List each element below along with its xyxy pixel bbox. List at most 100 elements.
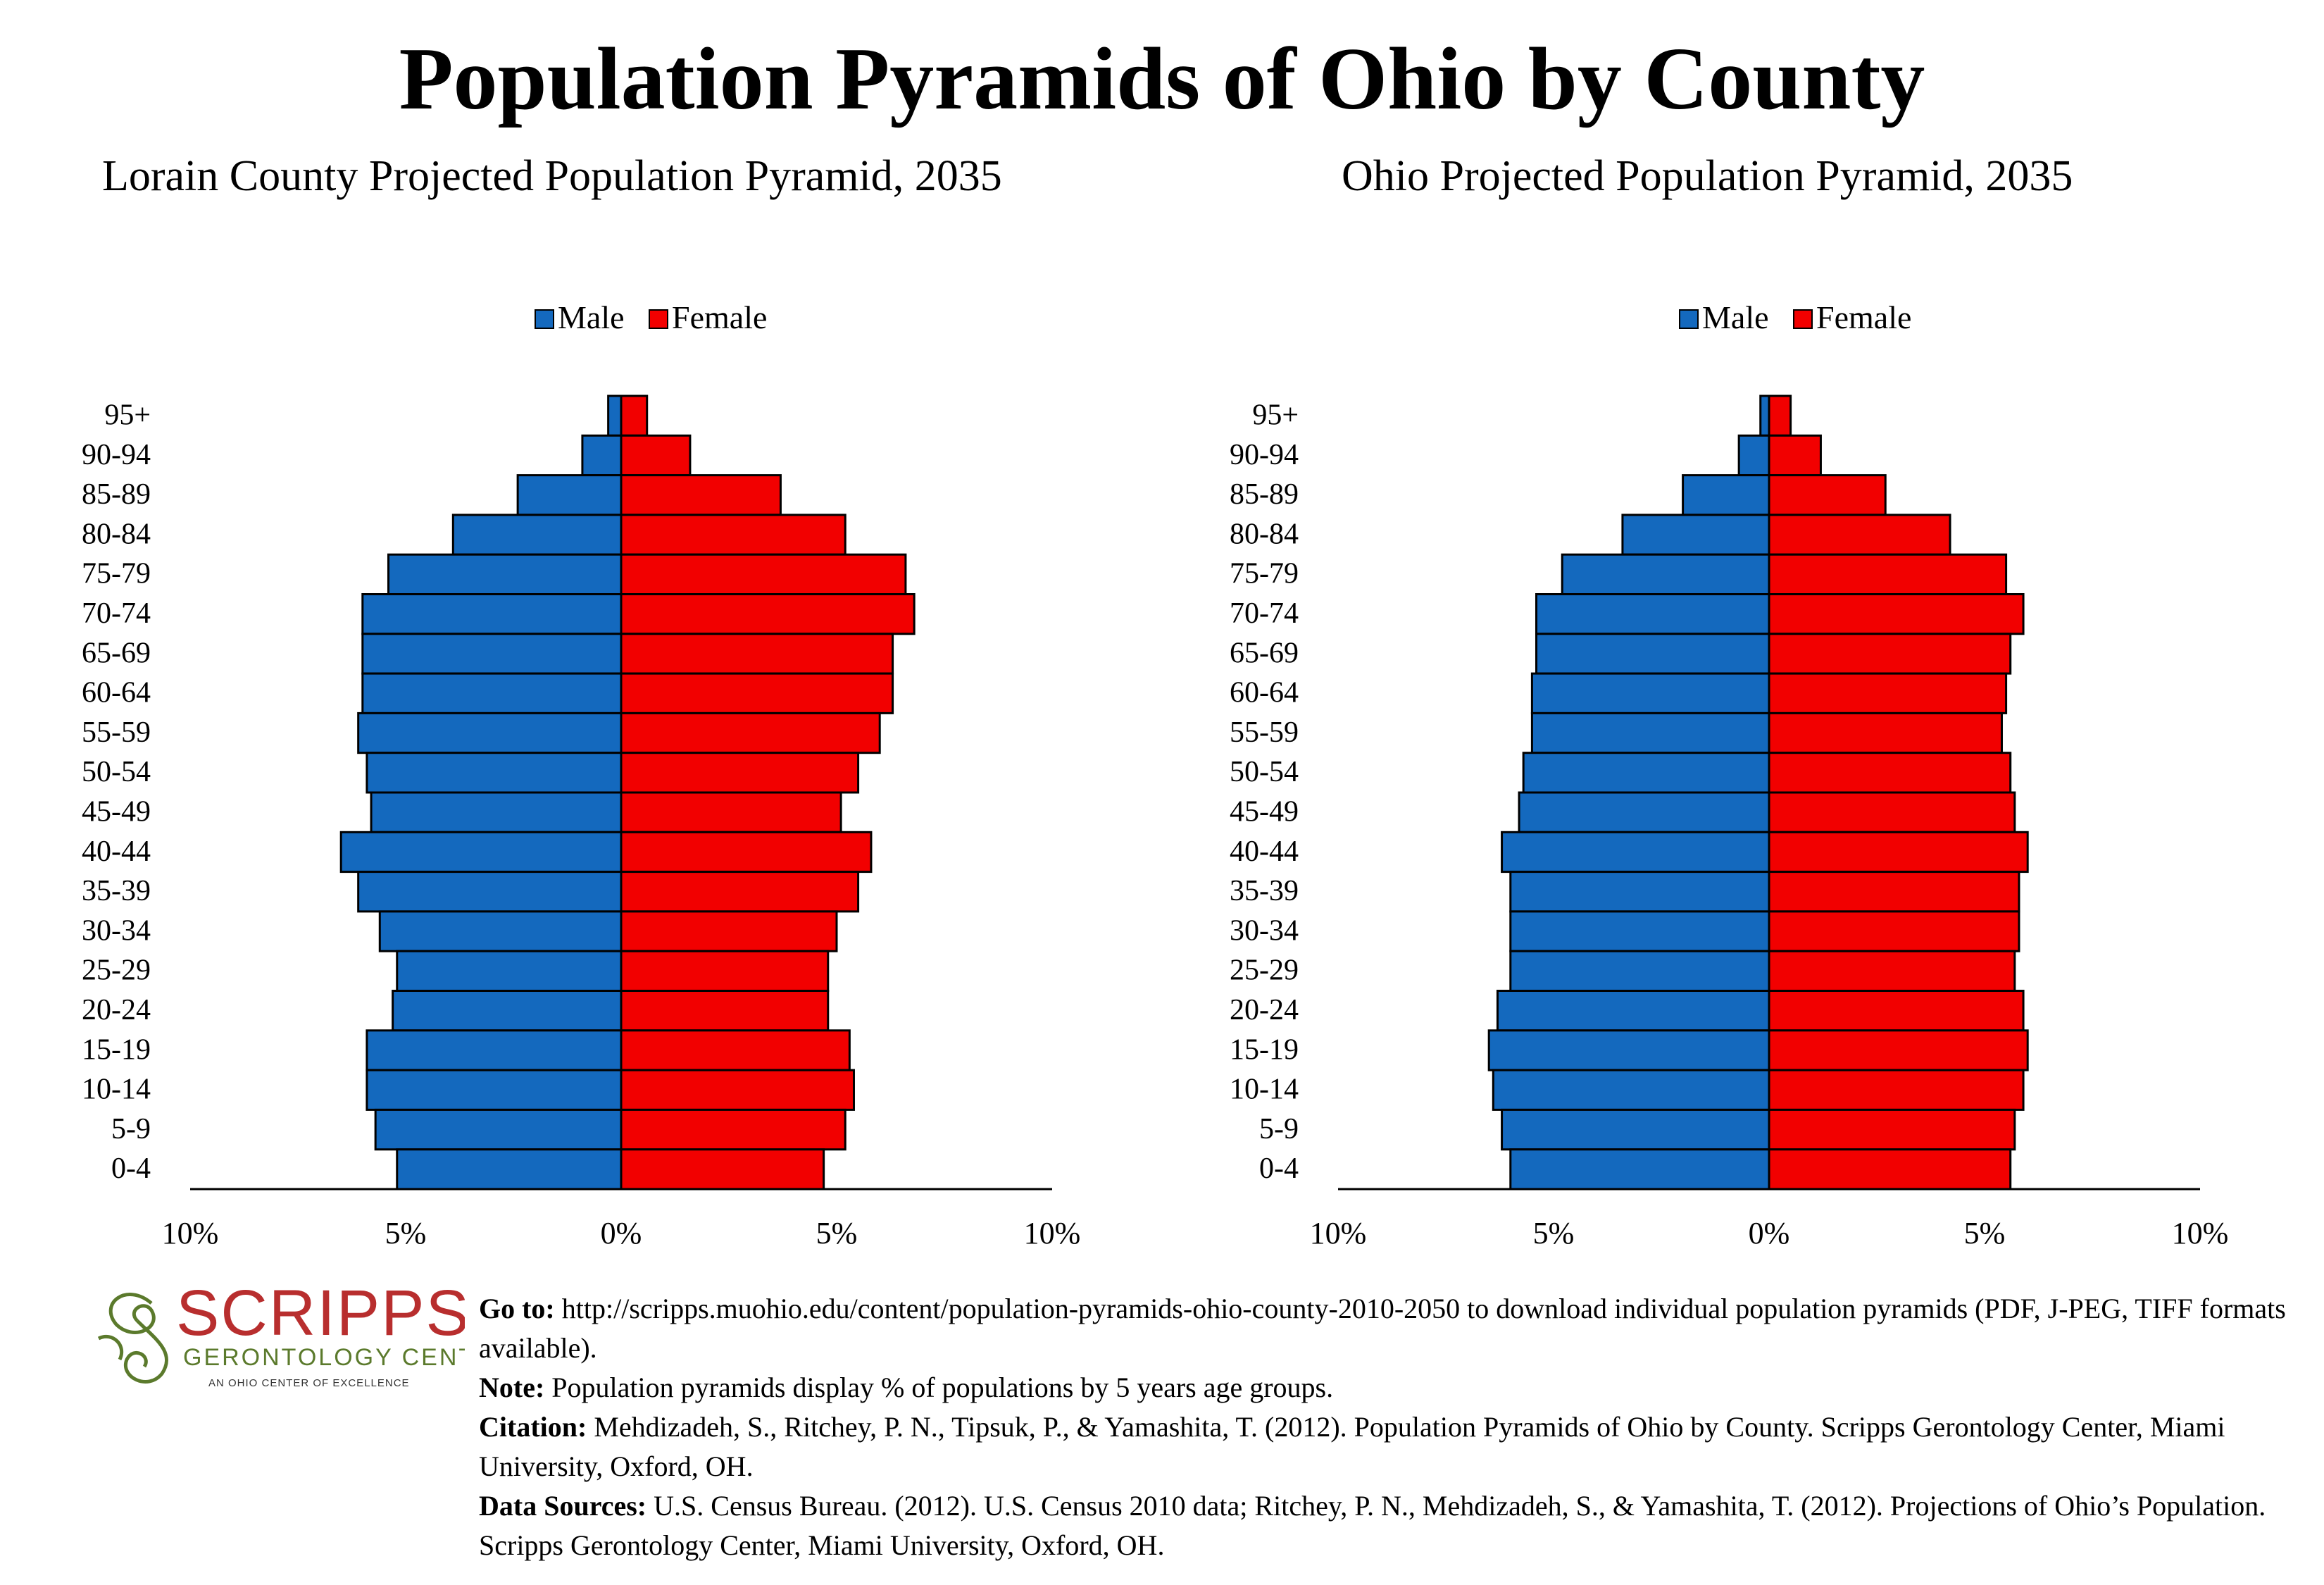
bar-male-15-19 (366, 1029, 623, 1071)
age-label: 50-54 (1230, 756, 1299, 788)
age-label: 25-29 (1230, 955, 1299, 987)
age-label: 55-59 (1230, 716, 1299, 749)
bar-male-80-84 (1621, 514, 1770, 556)
bar-female-0-4 (620, 1148, 825, 1191)
bar-female-70-74 (1768, 593, 2025, 635)
age-label: 55-59 (82, 716, 151, 749)
legend-swatch-male (535, 309, 554, 329)
age-label: 30-34 (1230, 914, 1299, 947)
bar-male-40-44 (1501, 831, 1770, 874)
bar-male-35-39 (357, 871, 623, 913)
bar-female-20-24 (620, 990, 830, 1032)
age-label: 30-34 (82, 914, 151, 947)
bar-female-50-54 (620, 752, 860, 794)
x-tick-label: 10% (162, 1216, 219, 1250)
bar-female-65-69 (1768, 633, 2012, 675)
bar-male-50-54 (1522, 752, 1770, 794)
bar-female-20-24 (1768, 990, 2025, 1032)
bar-male-35-39 (1509, 871, 1770, 913)
footer-note: Note: Population pyramids display % of p… (479, 1372, 1334, 1403)
bar-female-95+ (620, 394, 649, 437)
bar-male-90-94 (1737, 434, 1770, 477)
legend-label-female: Female (672, 299, 767, 335)
bar-female-15-19 (620, 1029, 851, 1071)
bar-female-10-14 (620, 1069, 855, 1111)
bar-male-0-4 (396, 1148, 623, 1191)
age-label: 90-94 (82, 439, 151, 471)
bar-male-65-69 (1535, 633, 1770, 675)
age-label: 0-4 (1259, 1152, 1299, 1185)
pyramid-chart-1: Lorain County Projected Population Pyram… (82, 152, 1080, 1250)
age-label: 15-19 (1230, 1033, 1299, 1066)
age-label: 15-19 (82, 1033, 151, 1066)
footer-goto: Go to: http://scripps.muohio.edu/content… (479, 1293, 2286, 1364)
bar-female-15-19 (1768, 1029, 2029, 1071)
bar-female-25-29 (1768, 950, 2016, 992)
bar-male-5-9 (1501, 1108, 1770, 1151)
bar-male-45-49 (1518, 791, 1770, 833)
bar-female-25-29 (620, 950, 830, 992)
x-tick-label: 5% (385, 1216, 427, 1250)
legend-label-female: Female (1816, 299, 1911, 335)
x-tick-label: 5% (1964, 1216, 2006, 1250)
bar-female-45-49 (620, 791, 842, 833)
age-label: 5-9 (111, 1113, 151, 1145)
x-tick-label: 0% (1749, 1216, 1790, 1250)
footer-citation: Citation: Mehdizadeh, S., Ritchey, P. N.… (479, 1411, 2225, 1482)
bar-female-70-74 (620, 593, 916, 635)
age-label: 75-79 (1230, 558, 1299, 590)
x-tick-label: 10% (2172, 1216, 2229, 1250)
age-label: 35-39 (82, 875, 151, 907)
bar-male-65-69 (361, 633, 623, 675)
age-label: 10-14 (82, 1074, 151, 1106)
bar-female-65-69 (620, 633, 894, 675)
bar-female-10-14 (1768, 1069, 2025, 1111)
footer-notes: Go to: http://scripps.muohio.edu/content… (479, 1289, 2303, 1565)
bar-male-60-64 (361, 672, 623, 714)
bar-female-5-9 (620, 1108, 846, 1151)
bar-female-75-79 (620, 553, 907, 596)
legend: Male Female (1679, 299, 1911, 335)
x-tick-label: 10% (1024, 1216, 1081, 1250)
footer-sources: Data Sources: U.S. Census Bureau. (2012)… (479, 1490, 2266, 1561)
legend-label-male: Male (1702, 299, 1769, 335)
legend-swatch-male (1679, 309, 1699, 329)
bar-male-75-79 (1561, 553, 1770, 596)
bar-male-75-79 (387, 553, 623, 596)
bar-female-50-54 (1768, 752, 2012, 794)
bar-female-45-49 (1768, 791, 2016, 833)
bar-male-30-34 (378, 910, 623, 952)
bar-male-55-59 (1530, 711, 1770, 754)
bar-male-80-84 (451, 514, 623, 556)
bar-female-35-39 (620, 871, 860, 913)
bar-male-95+ (607, 394, 623, 437)
bar-male-30-34 (1509, 910, 1770, 952)
scripps-logo: SCRIPPS GERONTOLOGY CENTER AN OHIO CENTE… (97, 1277, 465, 1389)
logo-tagline: AN OHIO CENTER OF EXCELLENCE (208, 1377, 410, 1389)
legend: Male Female (535, 299, 767, 335)
bar-male-10-14 (366, 1069, 623, 1111)
bar-female-90-94 (620, 434, 692, 477)
age-label: 40-44 (1230, 835, 1299, 868)
bar-male-60-64 (1530, 672, 1770, 714)
bar-female-40-44 (1768, 831, 2029, 874)
bar-male-10-14 (1492, 1069, 1770, 1111)
bar-female-95+ (1768, 394, 1792, 437)
age-label: 0-4 (111, 1152, 151, 1185)
x-tick-label: 10% (1310, 1216, 1367, 1250)
page-title: Population Pyramids of Ohio by County (399, 30, 1925, 128)
bar-female-40-44 (620, 831, 873, 874)
bar-male-70-74 (361, 593, 623, 635)
bar-female-60-64 (1768, 672, 2008, 714)
age-label: 80-84 (1230, 518, 1299, 550)
age-label: 80-84 (82, 518, 151, 550)
bar-male-25-29 (396, 950, 623, 992)
age-label: 95+ (1252, 399, 1299, 432)
bar-male-95+ (1759, 394, 1770, 437)
chart-title: Ohio Projected Population Pyramid, 2035 (1342, 152, 2073, 200)
bar-female-55-59 (620, 711, 881, 754)
age-label: 70-74 (1230, 597, 1299, 630)
age-label: 65-69 (82, 637, 151, 669)
logo-swirl-icon (97, 1293, 168, 1384)
age-label: 45-49 (82, 796, 151, 828)
